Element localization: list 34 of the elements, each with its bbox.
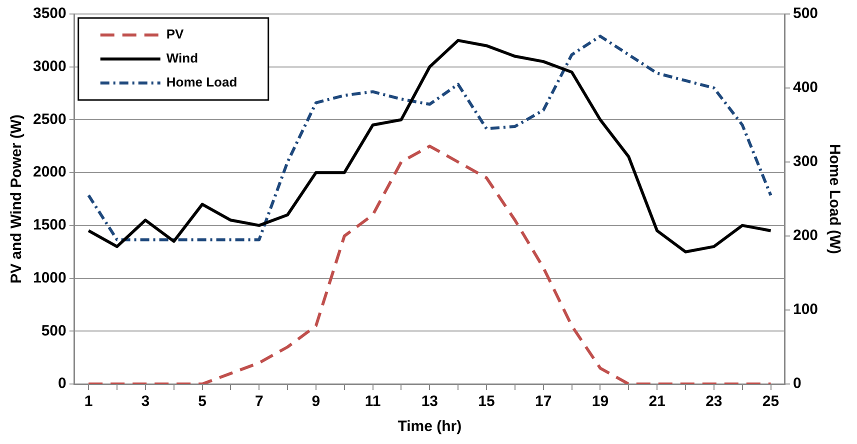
x-tick-label: 9 <box>312 393 320 410</box>
x-tick-label: 1 <box>84 393 93 410</box>
line-series <box>87 144 772 384</box>
x-tick-label: 5 <box>198 393 206 410</box>
x-tick-label: 25 <box>762 393 780 410</box>
x-tick-label: 13 <box>421 393 438 410</box>
y2-tick-label: 200 <box>792 227 818 244</box>
y2-tick-label: 0 <box>792 375 802 392</box>
y2-axis-title: Home Load (W) <box>826 144 843 254</box>
legend-label: PV <box>166 26 184 42</box>
y2-tick-label: 100 <box>792 301 818 318</box>
x-tick-label: 17 <box>535 393 552 410</box>
y-tick-label: 3500 <box>32 5 66 22</box>
y2-tick-label: 400 <box>792 79 818 96</box>
y2-tick-label: 300 <box>792 153 818 170</box>
x-tick-label: 3 <box>141 393 150 410</box>
x-tick-label: 11 <box>364 393 381 410</box>
x-tick-label: 21 <box>648 393 666 410</box>
y-tick-label: 0 <box>58 375 66 392</box>
y-tick-label: 1000 <box>32 269 66 286</box>
y-tick-label: 2000 <box>32 164 66 181</box>
x-tick-label: 7 <box>254 393 264 410</box>
legend-label: Wind <box>166 50 198 66</box>
legend-label: Home Load <box>166 74 238 90</box>
x-tick-label: 15 <box>478 393 495 410</box>
y-tick-label: 3000 <box>32 58 66 75</box>
y-tick-label: 2500 <box>32 110 66 128</box>
y-tick-label: 500 <box>41 322 66 340</box>
x-axis-title: Time (hr) <box>398 418 462 436</box>
y-tick-label: 1500 <box>32 216 66 234</box>
y2-tick-label: 500 <box>792 5 818 22</box>
x-tick-label: 23 <box>706 393 722 410</box>
x-tick-label: 19 <box>592 393 609 410</box>
y-axis-title: PV and Wind Power (W) <box>8 114 26 284</box>
